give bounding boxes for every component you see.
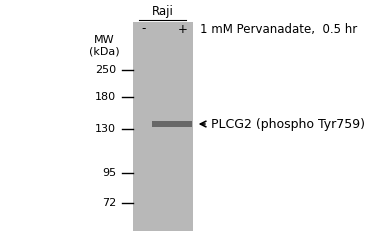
Text: 180: 180 — [95, 92, 116, 102]
Text: 1 mM Pervanadate,  0.5 hr: 1 mM Pervanadate, 0.5 hr — [200, 22, 357, 36]
Bar — [152, 121, 192, 127]
Text: 72: 72 — [102, 198, 116, 208]
Text: -: - — [141, 22, 146, 36]
Bar — [132, 22, 193, 231]
Text: 130: 130 — [95, 124, 116, 134]
Text: 95: 95 — [102, 168, 116, 178]
Text: PLCG2 (phospho Tyr759): PLCG2 (phospho Tyr759) — [211, 118, 365, 130]
Text: 250: 250 — [95, 65, 116, 75]
Text: MW
(kDa): MW (kDa) — [89, 35, 120, 57]
Text: +: + — [177, 22, 187, 36]
Text: Raji: Raji — [152, 5, 174, 18]
